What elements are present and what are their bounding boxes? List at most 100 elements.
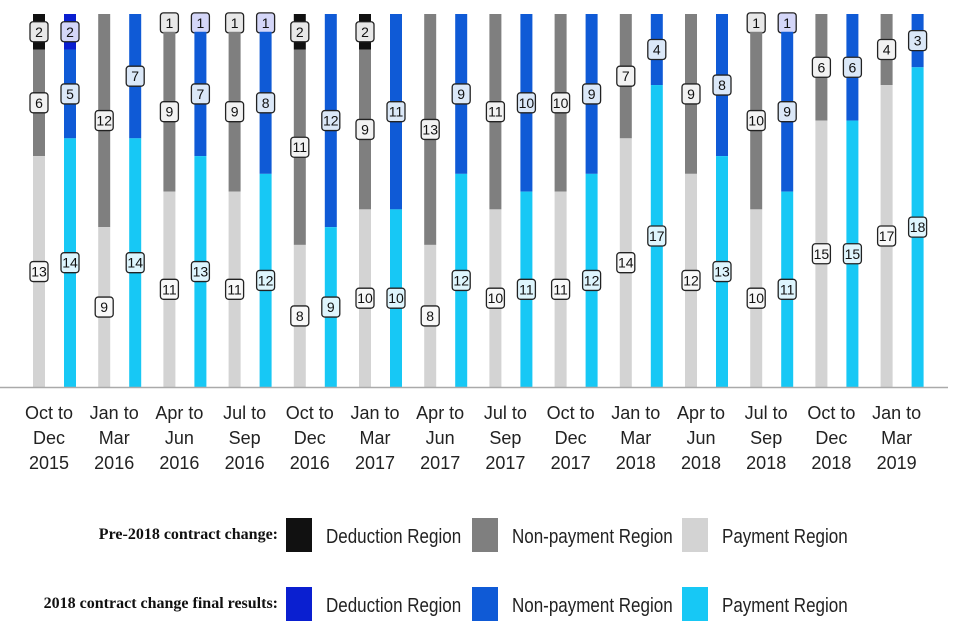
svg-text:4: 4 — [653, 42, 661, 58]
x-tick-label-8: Oct to Dec 2017 — [547, 403, 595, 473]
x-tick-label-7: Jul to Sep 2017 — [484, 403, 527, 473]
x-tick-label-11: Jul to Sep 2018 — [745, 403, 788, 473]
data-label-2018-payment-7: 11 — [516, 278, 537, 300]
svg-text:2: 2 — [361, 24, 369, 40]
svg-text:11: 11 — [488, 104, 503, 120]
svg-text:13: 13 — [422, 121, 438, 137]
data-label-2018-non-payment-7: 10 — [516, 92, 537, 114]
legend-label-2018-non-payment: Non-payment Region — [512, 595, 673, 617]
data-label-2018-deduction-3: 1 — [255, 12, 276, 34]
svg-text:13: 13 — [31, 264, 47, 280]
data-label-pre-2018-deduction-2: 1 — [159, 12, 180, 34]
svg-text:1: 1 — [197, 15, 205, 31]
svg-text:9: 9 — [100, 299, 108, 315]
svg-text:11: 11 — [162, 281, 177, 297]
svg-text:6: 6 — [35, 95, 43, 111]
svg-text:9: 9 — [457, 86, 465, 102]
legend-row-2018: 2018 contract change final results: Dedu… — [0, 587, 960, 627]
data-label-pre-2018-payment-0: 13 — [29, 260, 49, 283]
legend-swatch-pre-payment — [682, 518, 708, 552]
data-label-2018-non-payment-0: 5 — [60, 83, 80, 105]
data-label-pre-2018-payment-2: 11 — [159, 278, 180, 300]
data-label-pre-2018-non-payment-5: 9 — [355, 118, 375, 141]
svg-text:14: 14 — [62, 255, 78, 271]
data-label-2018-payment-0: 14 — [60, 252, 80, 274]
data-label-2018-non-payment-13: 3 — [907, 29, 928, 52]
svg-text:1: 1 — [783, 15, 791, 31]
svg-text:11: 11 — [389, 104, 404, 120]
data-label-pre-2018-non-payment-13: 4 — [876, 38, 897, 61]
data-label-2018-payment-13: 18 — [907, 216, 928, 238]
data-label-pre-2018-payment-4: 8 — [290, 305, 310, 327]
svg-text:10: 10 — [488, 290, 504, 306]
svg-text:9: 9 — [687, 86, 695, 102]
svg-text:2: 2 — [35, 24, 43, 40]
data-label-2018-non-payment-10: 8 — [712, 74, 732, 96]
svg-text:11: 11 — [519, 281, 534, 297]
svg-text:15: 15 — [845, 246, 861, 262]
legend-label-pre-deduction: Deduction Region — [326, 526, 462, 548]
legend-swatch-2018-payment — [682, 587, 708, 621]
svg-text:12: 12 — [96, 113, 112, 129]
svg-text:15: 15 — [814, 246, 830, 262]
data-label-2018-non-payment-12: 6 — [842, 56, 863, 78]
svg-text:10: 10 — [357, 290, 373, 306]
x-tick-label-3: Jul to Sep 2016 — [223, 403, 266, 473]
svg-text:8: 8 — [426, 308, 434, 324]
x-tick-label-5: Jan to Mar 2017 — [350, 403, 399, 473]
legend-heading-2018: 2018 contract change final results: — [43, 595, 278, 612]
x-tick-label-4: Oct to Dec 2016 — [286, 403, 334, 473]
svg-text:10: 10 — [553, 95, 569, 111]
legend-swatch-pre-deduction — [286, 518, 312, 552]
data-label-pre-2018-non-payment-0: 6 — [29, 92, 49, 114]
svg-text:11: 11 — [780, 281, 795, 297]
svg-text:12: 12 — [584, 272, 600, 288]
data-label-pre-2018-deduction-5: 2 — [355, 21, 375, 43]
x-tick-label-10: Apr to Jun 2018 — [677, 403, 725, 473]
svg-text:7: 7 — [197, 86, 205, 102]
svg-text:2: 2 — [296, 24, 304, 40]
legend-swatch-pre-non-payment — [472, 518, 498, 552]
svg-text:8: 8 — [296, 308, 304, 324]
legend-row-pre-2018: Pre-2018 contract change: Deduction Regi… — [0, 518, 960, 558]
svg-text:11: 11 — [293, 139, 308, 155]
svg-text:9: 9 — [588, 86, 596, 102]
data-label-pre-2018-payment-8: 11 — [550, 278, 571, 300]
data-label-pre-2018-non-payment-6: 13 — [420, 118, 440, 141]
legend-swatch-2018-non-payment — [472, 587, 498, 621]
data-label-pre-2018-non-payment-11: 10 — [746, 109, 766, 132]
svg-text:13: 13 — [714, 264, 730, 280]
svg-text:9: 9 — [327, 299, 335, 315]
data-label-2018-payment-12: 15 — [842, 243, 863, 265]
svg-text:7: 7 — [131, 68, 139, 84]
svg-text:12: 12 — [453, 272, 469, 288]
data-label-2018-non-payment-11: 9 — [777, 101, 797, 123]
data-label-2018-non-payment-6: 9 — [451, 83, 471, 105]
svg-text:8: 8 — [262, 95, 270, 111]
data-label-2018-payment-11: 11 — [777, 278, 797, 300]
svg-text:1: 1 — [166, 15, 174, 31]
data-label-pre-2018-payment-9: 14 — [616, 252, 636, 274]
x-tick-label-13: Jan to Mar 2019 — [872, 403, 921, 473]
data-label-2018-deduction-2: 1 — [190, 12, 211, 34]
svg-text:12: 12 — [258, 272, 274, 288]
legend-label-pre-non-payment: Non-payment Region — [512, 526, 673, 548]
svg-text:10: 10 — [748, 113, 764, 129]
data-label-pre-2018-non-payment-12: 6 — [811, 56, 832, 78]
data-label-2018-payment-4: 9 — [321, 296, 341, 318]
svg-text:14: 14 — [127, 255, 143, 271]
data-label-pre-2018-payment-7: 10 — [485, 287, 506, 309]
svg-text:10: 10 — [519, 95, 535, 111]
svg-text:6: 6 — [818, 59, 826, 75]
legend-heading-pre-2018: Pre-2018 contract change: — [98, 526, 278, 543]
svg-text:13: 13 — [193, 264, 209, 280]
svg-text:9: 9 — [783, 104, 791, 120]
svg-text:3: 3 — [914, 33, 922, 49]
data-label-2018-non-payment-2: 7 — [190, 83, 211, 105]
data-label-pre-2018-payment-1: 9 — [94, 296, 114, 318]
data-label-pre-2018-non-payment-2: 9 — [159, 101, 180, 123]
data-label-2018-payment-2: 13 — [190, 260, 211, 283]
data-label-pre-2018-deduction-3: 1 — [224, 12, 245, 34]
data-label-pre-2018-non-payment-1: 12 — [94, 109, 114, 132]
